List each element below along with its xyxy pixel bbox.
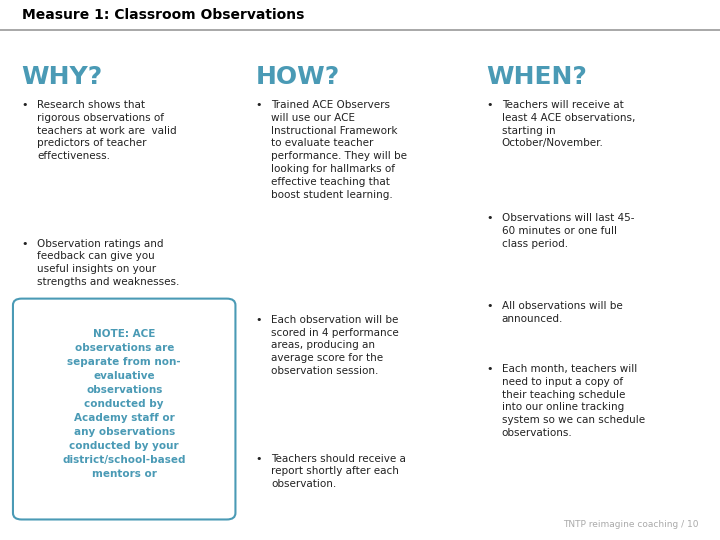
Text: Observations will last 45-
60 minutes or one full
class period.: Observations will last 45- 60 minutes or… bbox=[502, 213, 634, 249]
Text: TNTP reimagine coaching / 10: TNTP reimagine coaching / 10 bbox=[563, 520, 698, 529]
Text: Measure 1: Classroom Observations: Measure 1: Classroom Observations bbox=[22, 8, 304, 22]
Text: Observation ratings and
feedback can give you
useful insights on your
strengths : Observation ratings and feedback can giv… bbox=[37, 239, 180, 287]
Text: Teachers will receive at
least 4 ACE observations,
starting in
October/November.: Teachers will receive at least 4 ACE obs… bbox=[502, 100, 635, 149]
Text: •: • bbox=[486, 364, 492, 374]
Text: WHY?: WHY? bbox=[22, 65, 103, 89]
Text: •: • bbox=[256, 100, 262, 110]
Text: •: • bbox=[486, 213, 492, 224]
Text: •: • bbox=[256, 315, 262, 325]
Text: Each observation will be
scored in 4 performance
areas, producing an
average sco: Each observation will be scored in 4 per… bbox=[271, 315, 399, 376]
Text: All observations will be
announced.: All observations will be announced. bbox=[502, 301, 623, 324]
Text: Research shows that
rigorous observations of
teachers at work are  valid
predict: Research shows that rigorous observation… bbox=[37, 100, 177, 161]
Text: Each month, teachers will
need to input a copy of
their teaching schedule
into o: Each month, teachers will need to input … bbox=[502, 364, 645, 438]
Text: •: • bbox=[486, 100, 492, 110]
Text: HOW?: HOW? bbox=[256, 65, 340, 89]
Text: Trained ACE Observers
will use our ACE
Instructional Framework
to evaluate teach: Trained ACE Observers will use our ACE I… bbox=[271, 100, 408, 199]
Text: •: • bbox=[256, 454, 262, 464]
Text: •: • bbox=[22, 100, 28, 110]
Text: Teachers should receive a
report shortly after each
observation.: Teachers should receive a report shortly… bbox=[271, 454, 406, 489]
Text: WHEN?: WHEN? bbox=[486, 65, 587, 89]
Text: •: • bbox=[486, 301, 492, 312]
FancyBboxPatch shape bbox=[13, 299, 235, 519]
Text: NOTE: ACE
observations are
separate from non-
evaluative
observations
conducted : NOTE: ACE observations are separate from… bbox=[63, 329, 186, 478]
Text: •: • bbox=[22, 239, 28, 249]
